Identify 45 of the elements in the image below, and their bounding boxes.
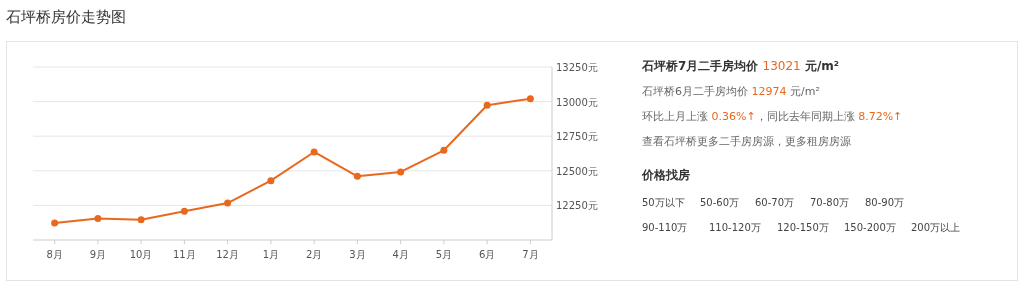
text: 50万以下 [642,197,685,208]
x-tick-label: 5月 [435,249,453,260]
text: 60-70万 [755,197,795,208]
y-tick-label: 12250元 [556,200,598,212]
text: 150-200万 [844,222,896,233]
text: 50-60万 [700,197,740,208]
x-tick-label: 10月 [129,249,153,260]
text: 90-110万 [642,222,688,233]
point [180,207,188,215]
chart-title: 石坪桥房价走势图 [6,8,126,26]
point [224,199,232,207]
point [267,177,275,185]
x-tick-label: 4月 [392,249,409,260]
point [94,215,102,223]
text: 200万以上 [911,222,961,233]
text: 110-120万 [709,222,761,233]
y-tick-label: 13250元 [556,62,598,73]
point [526,95,534,103]
x-tick-label: 9月 [89,249,107,260]
text: 石坪桥6月二手房均价 12974 元/m² [642,85,820,98]
text: 查看石坪桥更多二手房房源，更多租房房源 [642,135,851,148]
text: 120-150万 [777,222,829,233]
text: 70-80万 [810,197,850,208]
point [137,216,145,224]
y-tick-label: 12750元 [556,131,598,143]
point [51,219,59,227]
point [397,168,405,176]
point [440,146,448,154]
x-tick-label: 1月 [262,249,280,260]
x-tick-label: 12月 [216,249,239,260]
y-tick-label: 12500元 [556,165,598,177]
point [483,101,491,109]
y-tick-label: 13000元 [556,96,598,108]
point [353,172,361,180]
x-tick-label: 2月 [305,249,323,260]
text: 环比上月上涨 0.36%↑，同比去年同期上涨 8.72%↑ [642,110,903,123]
x-tick-label: 3月 [349,249,366,260]
text: 价格找房 [641,168,690,182]
point [310,148,318,156]
text: 80-90万 [865,197,905,208]
x-tick-label: 7月 [522,249,539,260]
x-tick-label: 8月 [46,249,63,260]
x-tick-label: 11月 [173,249,196,260]
x-tick-label: 6月 [478,249,496,260]
text: 石坪桥7月二手房均价 13021 元/m² [641,59,840,73]
